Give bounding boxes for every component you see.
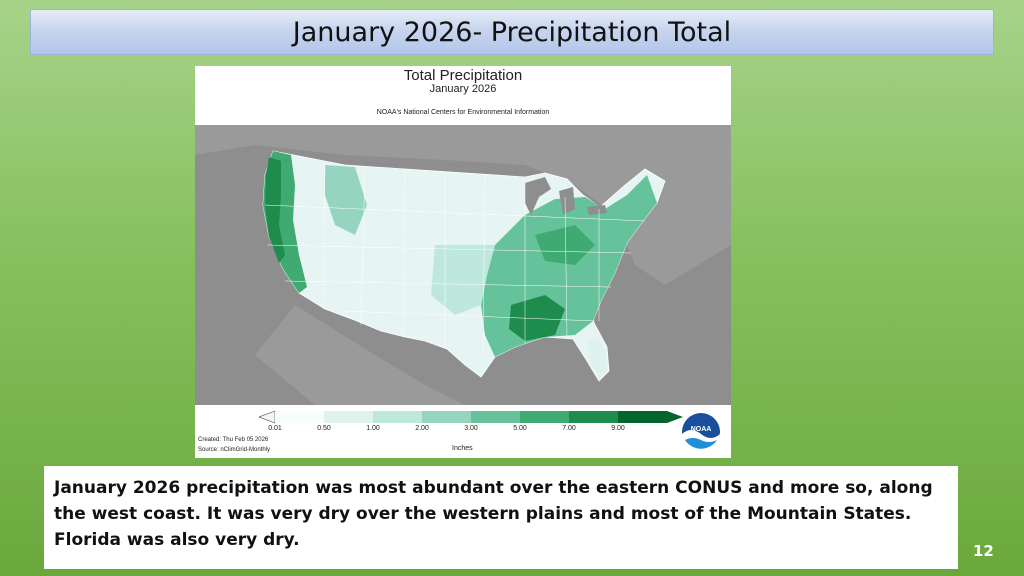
legend-tick-label: 5.00 (513, 425, 527, 432)
caption-box: January 2026 precipitation was most abun… (44, 466, 958, 569)
legend-tick-label: 7.00 (562, 425, 576, 432)
legend-swatch (422, 411, 471, 423)
map-source-org: NOAA's National Centers for Environmenta… (376, 109, 550, 116)
us-map-svg (195, 125, 731, 405)
central-plains-light (431, 245, 495, 315)
noaa-logo-text: NOAA (691, 426, 712, 433)
map-subtitle: January 2026 (429, 83, 497, 95)
legend-swatch (373, 411, 422, 423)
legend-arrow-max (667, 411, 683, 423)
legend-swatch (618, 411, 667, 423)
map-title: Total Precipitation (403, 67, 523, 84)
legend-swatch (324, 411, 373, 423)
legend: 0.01 0.50 1.00 2.00 3.00 5.00 7.00 9.00 Inches … (195, 405, 731, 458)
slide-number: 12 (973, 542, 994, 560)
legend-tick-label: 3.00 (464, 425, 478, 432)
state-borders (264, 164, 646, 356)
legend-arrow-min (259, 410, 276, 424)
legend-colorbar (259, 410, 683, 424)
legend-swatch (520, 411, 569, 423)
caption-text: January 2026 precipitation was most abun… (54, 478, 933, 550)
legend-units: Inches (452, 445, 473, 452)
slide-title-bar: January 2026- Precipitation Total (30, 9, 994, 55)
legend-tick-label: 0.50 (317, 425, 331, 432)
legend-tick-label: 2.00 (415, 425, 429, 432)
northern-rockies-mid (325, 165, 367, 235)
florida-dry (587, 339, 607, 379)
great-lakes (525, 177, 607, 215)
mississippi-very-wet (509, 295, 565, 341)
ohio-valley-mid (535, 225, 595, 265)
legend-tick-label: 1.00 (366, 425, 380, 432)
neighbor-land (195, 125, 731, 285)
data-source: Source: nClimGrid-Monthly (198, 447, 271, 453)
legend-tick-label: 0.01 (268, 425, 282, 432)
created-date: Created: Thu Feb 05 2026 (198, 437, 269, 443)
us-map (195, 125, 731, 405)
precipitation-map-figure: Total Precipitation January 2026 NOAA's … (195, 66, 731, 458)
mexico-land (255, 305, 465, 405)
legend-swatch (471, 411, 520, 423)
noaa-logo: NOAA (682, 413, 720, 452)
slide-title: January 2026- Precipitation Total (292, 16, 732, 48)
west-coast-very-wet (265, 157, 285, 263)
legend-swatch (569, 411, 618, 423)
legend-tick-label: 9.00 (611, 425, 625, 432)
legend-swatch (275, 411, 324, 423)
